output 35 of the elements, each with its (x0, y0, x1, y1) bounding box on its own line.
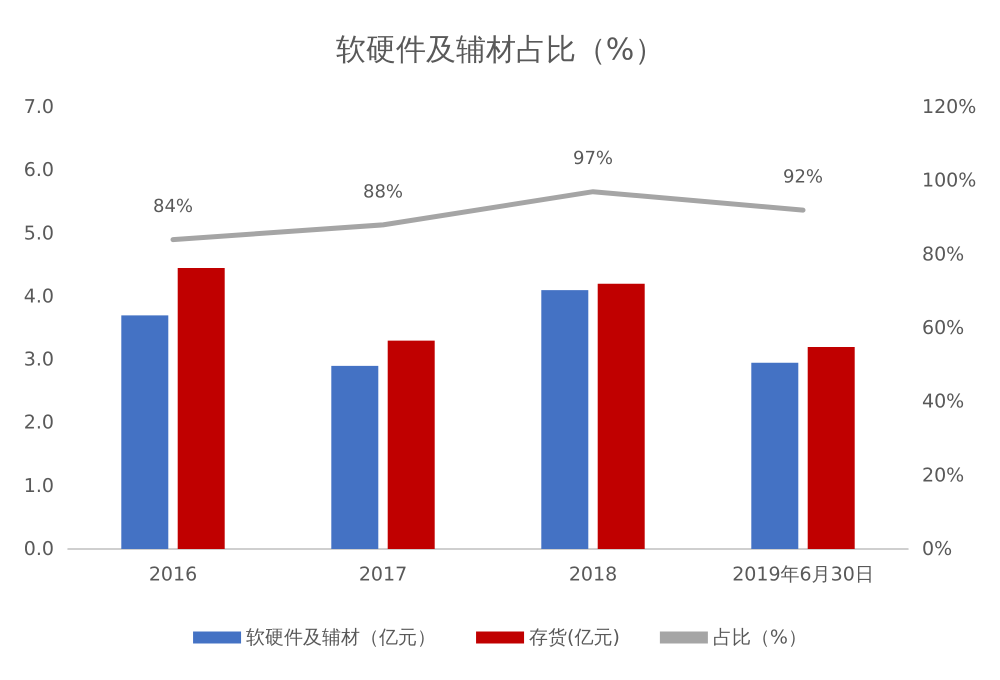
y2-tick-label: 0% (922, 538, 952, 560)
x-tick-label: 2016 (148, 564, 198, 586)
y-tick-label: 2.0 (24, 412, 54, 434)
legend-label: 存货(亿元) (529, 626, 620, 648)
bar (331, 366, 378, 549)
y-tick-label: 4.0 (24, 285, 54, 308)
x-tick-label: 2019年6月30日 (732, 564, 874, 586)
data-label: 92% (782, 166, 824, 188)
x-tick-label: 2018 (568, 564, 618, 586)
bar (121, 315, 168, 549)
y2-tick-label: 40% (922, 390, 964, 413)
bar (178, 268, 225, 549)
y-tick-label: 6.0 (24, 159, 54, 182)
y2-tick-label: 80% (922, 243, 964, 266)
bar (598, 284, 645, 549)
y2-tick-label: 60% (922, 317, 964, 339)
bar (388, 340, 435, 549)
data-label: 97% (572, 148, 614, 170)
y2-tick-label: 120% (922, 96, 976, 118)
y-tick-label: 7.0 (24, 96, 54, 118)
y-tick-label: 5.0 (24, 222, 54, 244)
chart-title: 软硬件及辅材占比（%） (336, 32, 664, 68)
data-label: 88% (362, 181, 404, 202)
bar (751, 362, 798, 549)
y-tick-label: 0.0 (24, 538, 54, 560)
y2-tick-label: 100% (922, 170, 976, 192)
x-tick-label: 2017 (358, 564, 408, 586)
data-label: 84% (152, 196, 194, 218)
bar (808, 346, 855, 549)
y-tick-label: 3.0 (24, 348, 54, 371)
y2-tick-label: 20% (922, 464, 964, 486)
legend-label: 软硬件及辅材（亿元） (246, 626, 436, 648)
bar (541, 290, 588, 549)
legend-label: 占比（%） (712, 626, 807, 648)
y-tick-label: 1.0 (24, 474, 54, 497)
